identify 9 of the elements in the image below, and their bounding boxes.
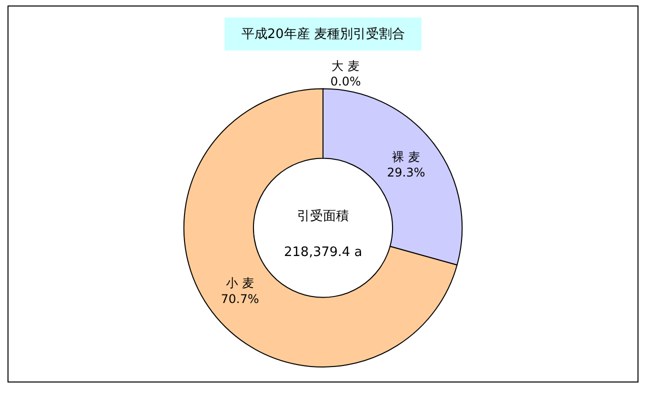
category-label: 大 麦: [332, 59, 360, 74]
text: 0.0%: [330, 74, 361, 89]
data-label: 70.7%: [220, 292, 260, 306]
data-label: 29.3%: [386, 165, 426, 180]
text: 218,379.4 a: [284, 245, 362, 260]
text: 引受面積: [297, 209, 349, 224]
slice-label: 小 麦: [226, 276, 254, 290]
slice-label: 裸 麦: [392, 150, 420, 164]
chart-title: 平成20年産 麦種別引受割合: [233, 26, 414, 42]
